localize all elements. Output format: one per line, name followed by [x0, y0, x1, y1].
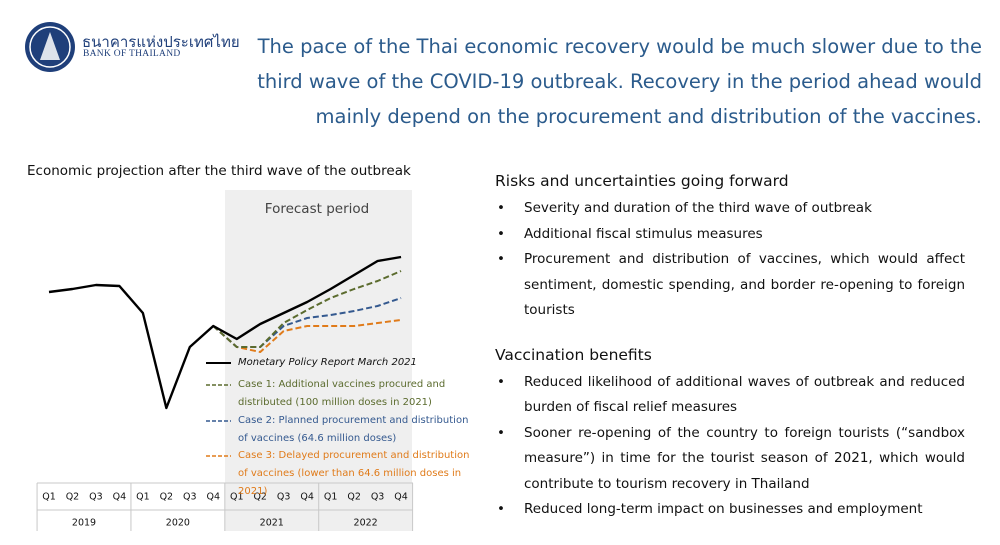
x-tick-label: Q4: [300, 492, 314, 503]
x-tick-label: Q4: [207, 492, 221, 503]
bullet-item: Reduced likelihood of additional waves o…: [495, 370, 965, 421]
text-panel: Risks and uncertainties going forward Sev…: [495, 172, 965, 545]
x-tick-label: Q2: [66, 492, 80, 503]
bullet-item: Sooner re-opening of the country to fore…: [495, 421, 965, 498]
x-tick-label: Q4: [113, 492, 127, 503]
bullet-list: Reduced likelihood of additional waves o…: [495, 370, 965, 523]
series-line: [48, 255, 402, 410]
bullet-item: Reduced long-term impact on businesses a…: [495, 497, 965, 523]
section-heading: Vaccination benefits: [495, 345, 652, 364]
bullet-item: Severity and duration of the third wave …: [495, 196, 965, 222]
x-tick-label: Q2: [160, 492, 174, 503]
x-tick-label: Q1: [136, 492, 150, 503]
bullet-item: Procurement and distribution of vaccines…: [495, 247, 965, 324]
chart-title: Economic projection after the third wave…: [27, 163, 411, 179]
x-tick-label: Q1: [42, 492, 56, 503]
logo-figure: [40, 32, 60, 60]
year-label: 2019: [72, 518, 96, 529]
logo-ring: [29, 26, 71, 68]
forecast-label: Forecast period: [265, 201, 369, 217]
bullet-list: Severity and duration of the third wave …: [495, 196, 965, 324]
legend-label: Case 3: Delayed procurement and distribu…: [238, 450, 470, 497]
forecast-shade: [225, 190, 412, 531]
year-label: 2021: [260, 518, 284, 529]
bullet-item: Additional fiscal stimulus measures: [495, 222, 965, 248]
year-label: 2022: [354, 518, 378, 529]
legend-label: Monetary Policy Report March 2021: [238, 357, 417, 368]
x-tick-label: Q4: [394, 492, 408, 503]
series-line: [212, 270, 402, 348]
legend-label: Case 2: Planned procurement and distribu…: [238, 415, 469, 444]
logo-thai: ธนาคารแห่งประเทศไทย: [82, 33, 240, 51]
headline: The pace of the Thai economic recovery w…: [257, 35, 982, 128]
x-tick-label: Q1: [230, 492, 244, 503]
x-tick-label: Q1: [324, 492, 338, 503]
x-tick-label: Q2: [347, 492, 361, 503]
x-tick-label: Q3: [371, 492, 385, 503]
year-label: 2020: [166, 518, 190, 529]
series-line: [212, 319, 402, 353]
section-heading: Risks and uncertainties going forward: [495, 172, 789, 190]
x-tick-label: Q3: [89, 492, 103, 503]
x-tick-label: Q2: [253, 492, 267, 503]
logo-english: BANK OF THAILAND: [83, 49, 181, 59]
x-tick-label: Q3: [183, 492, 197, 503]
legend-label: Case 1: Additional vaccines procured and…: [238, 379, 446, 408]
x-tick-label: Q3: [277, 492, 291, 503]
